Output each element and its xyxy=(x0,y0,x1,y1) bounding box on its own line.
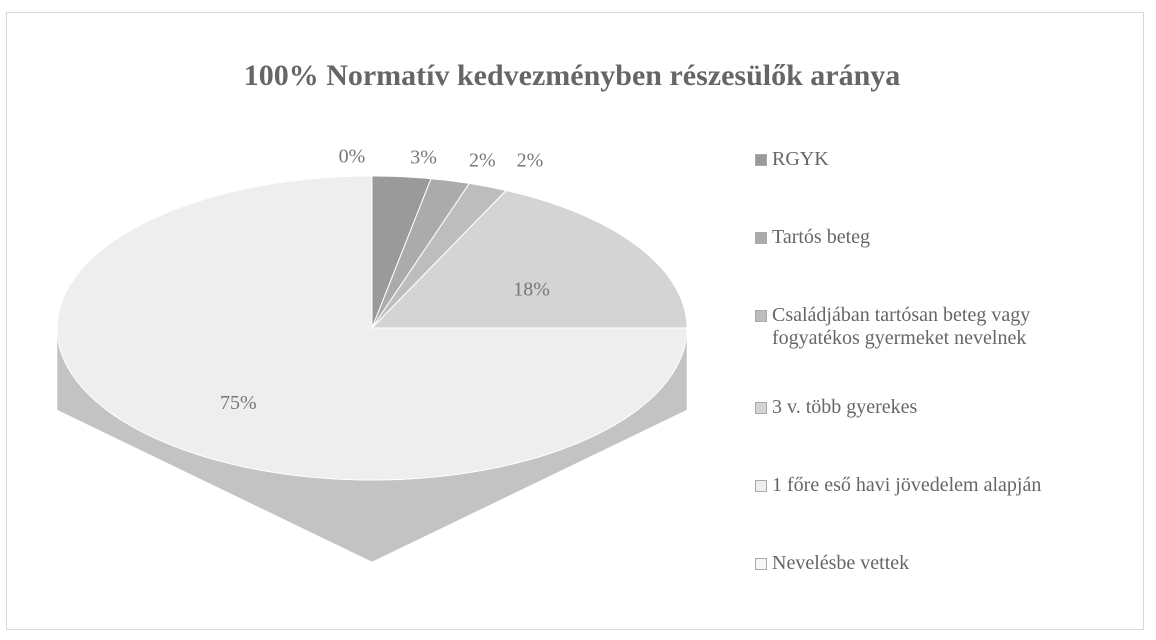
chart-title: 100% Normatív kedvezményben részesülők a… xyxy=(244,59,901,92)
data-label: 18% xyxy=(513,279,550,301)
legend-label: 1 főre eső havi jövedelem alapján xyxy=(772,474,1042,496)
legend-swatch xyxy=(755,310,767,322)
legend-item: 3 v. több gyerekes xyxy=(755,396,1145,474)
legend-label: Tartós beteg xyxy=(772,226,871,248)
legend-label: Családjában tartósan beteg vagy fogyaték… xyxy=(772,304,1031,349)
legend-label: Nevelésbe vettek xyxy=(772,552,910,574)
pie-slice xyxy=(371,182,508,329)
legend-swatch xyxy=(755,154,767,166)
data-label: 0% xyxy=(339,146,366,168)
data-label: 3% xyxy=(410,146,437,168)
legend-swatch xyxy=(755,402,767,414)
legend-item: Nevelésbe vettek xyxy=(755,552,1145,630)
pie-slice xyxy=(371,178,471,329)
legend: RGYK Tartós beteg Családjában tartósan bet… xyxy=(755,148,1145,630)
pie-slice xyxy=(370,189,688,329)
legend-swatch xyxy=(755,480,767,492)
legend-swatch xyxy=(755,558,767,570)
legend-item: Tartós beteg xyxy=(755,226,1145,304)
legend-item: 1 főre eső havi jövedelem alapján xyxy=(755,474,1145,552)
legend-item: Családjában tartósan beteg vagy fogyaték… xyxy=(755,304,1145,396)
data-label: 75% xyxy=(220,392,257,414)
legend-item: RGYK xyxy=(755,148,1145,226)
chart-frame xyxy=(6,12,1144,630)
legend-label: RGYK xyxy=(772,148,829,170)
legend-label: 3 v. több gyerekes xyxy=(772,396,918,418)
legend-swatch xyxy=(755,232,767,244)
data-label: 2% xyxy=(469,150,496,172)
data-label: 2% xyxy=(517,150,544,172)
